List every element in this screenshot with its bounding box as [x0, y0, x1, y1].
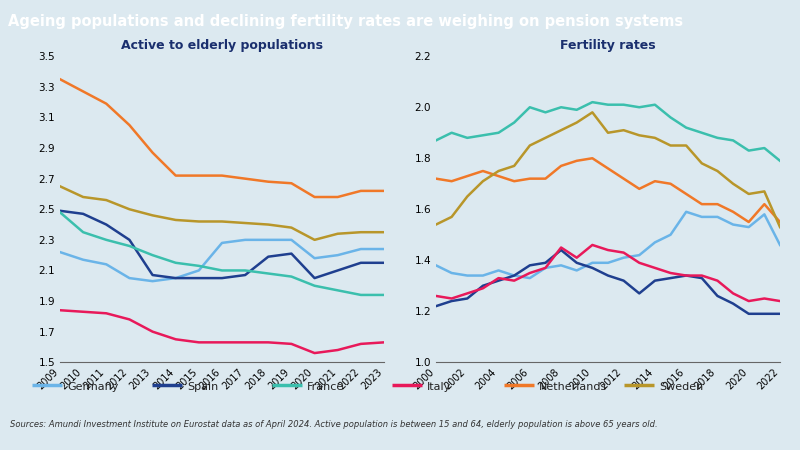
- Text: Germany: Germany: [67, 382, 118, 392]
- Title: Active to elderly populations: Active to elderly populations: [121, 39, 323, 52]
- Text: Spain: Spain: [187, 382, 218, 392]
- Text: Italy: Italy: [427, 382, 451, 392]
- Text: Sweden: Sweden: [659, 382, 703, 392]
- Text: Ageing populations and declining fertility rates are weighing on pension systems: Ageing populations and declining fertili…: [8, 14, 683, 29]
- Text: Netherlands: Netherlands: [539, 382, 607, 392]
- Text: France: France: [307, 382, 345, 392]
- Title: Fertility rates: Fertility rates: [560, 39, 656, 52]
- Text: Sources: Amundi Investment Institute on Eurostat data as of April 2024. Active p: Sources: Amundi Investment Institute on …: [10, 419, 658, 428]
